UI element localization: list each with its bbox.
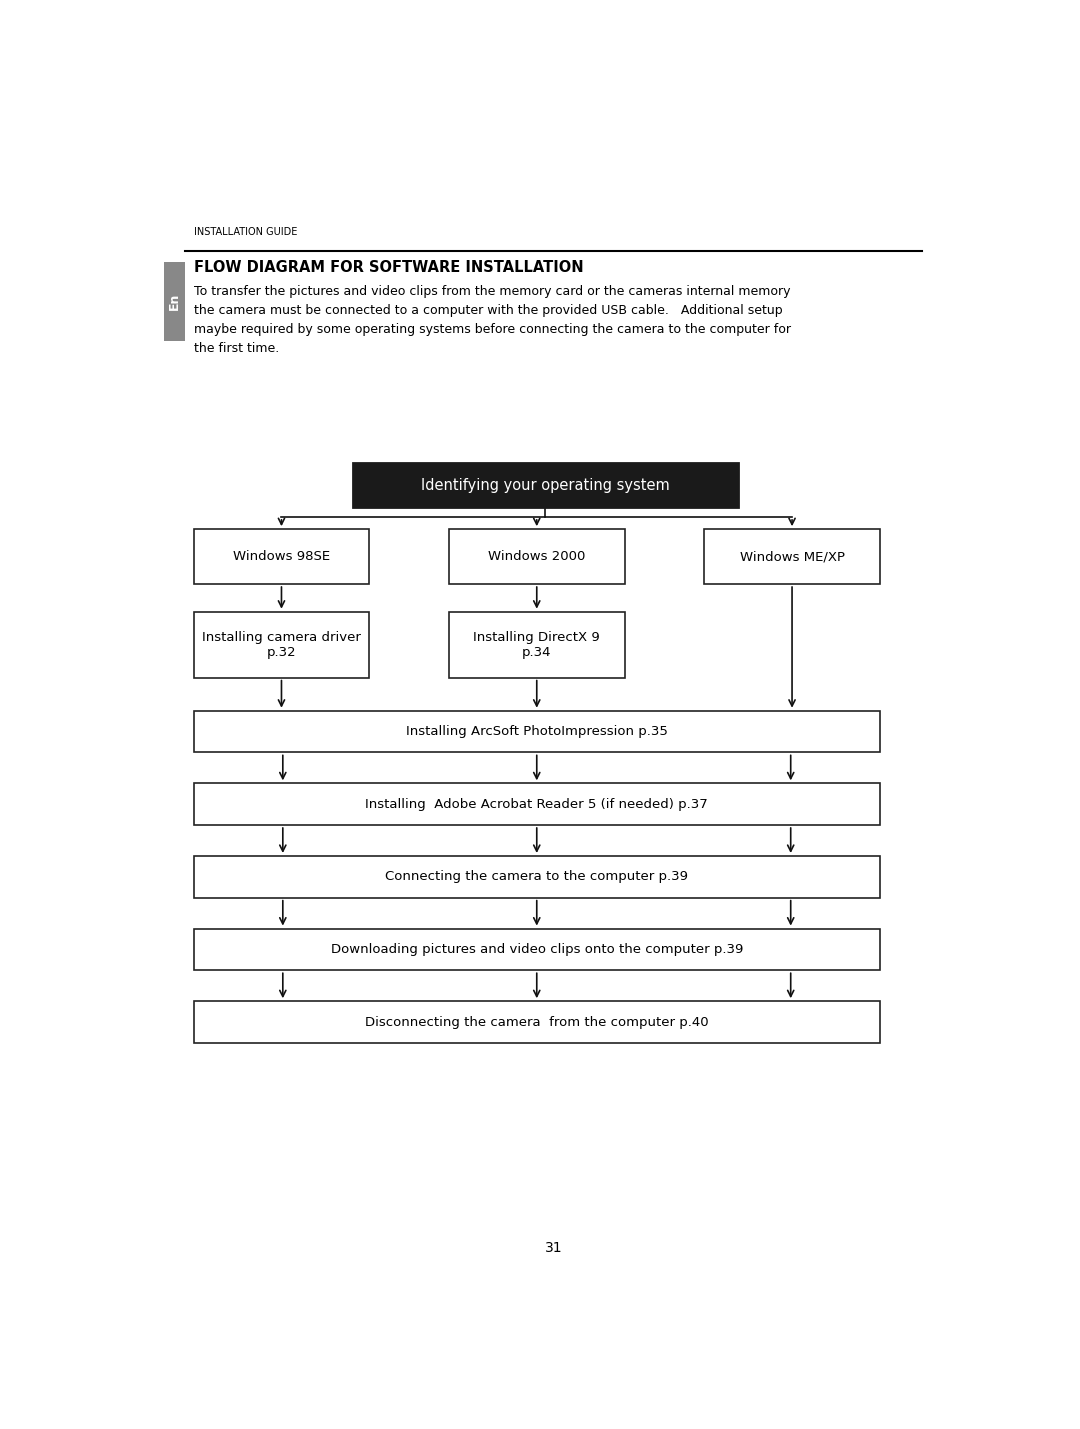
FancyBboxPatch shape (193, 710, 880, 753)
FancyBboxPatch shape (193, 856, 880, 897)
Text: Windows 2000: Windows 2000 (488, 550, 585, 563)
Text: Connecting the camera to the computer p.39: Connecting the camera to the computer p.… (386, 870, 688, 883)
FancyBboxPatch shape (193, 783, 880, 825)
Text: Windows 98SE: Windows 98SE (233, 550, 330, 563)
Text: Downloading pictures and video clips onto the computer p.39: Downloading pictures and video clips ont… (330, 943, 743, 956)
Text: En: En (168, 293, 181, 310)
Text: Identifying your operating system: Identifying your operating system (421, 477, 670, 493)
FancyBboxPatch shape (193, 929, 880, 970)
FancyBboxPatch shape (193, 529, 369, 584)
Text: Installing DirectX 9
p.34: Installing DirectX 9 p.34 (473, 630, 600, 659)
Text: Installing  Adobe Acrobat Reader 5 (if needed) p.37: Installing Adobe Acrobat Reader 5 (if ne… (365, 797, 708, 810)
FancyBboxPatch shape (164, 262, 186, 342)
FancyBboxPatch shape (449, 612, 624, 677)
Text: Installing ArcSoft PhotoImpression p.35: Installing ArcSoft PhotoImpression p.35 (406, 725, 667, 737)
Text: FLOW DIAGRAM FOR SOFTWARE INSTALLATION: FLOW DIAGRAM FOR SOFTWARE INSTALLATION (193, 260, 583, 274)
Text: 31: 31 (544, 1240, 563, 1255)
FancyBboxPatch shape (449, 529, 624, 584)
Text: INSTALLATION GUIDE: INSTALLATION GUIDE (193, 227, 297, 237)
FancyBboxPatch shape (704, 529, 880, 584)
Text: Disconnecting the camera  from the computer p.40: Disconnecting the camera from the comput… (365, 1016, 708, 1029)
FancyBboxPatch shape (193, 612, 369, 677)
FancyBboxPatch shape (193, 1002, 880, 1043)
Text: Windows ME/XP: Windows ME/XP (740, 550, 845, 563)
FancyBboxPatch shape (352, 463, 738, 507)
Text: To transfer the pictures and video clips from the memory card or the cameras int: To transfer the pictures and video clips… (193, 284, 791, 354)
Text: Installing camera driver
p.32: Installing camera driver p.32 (202, 630, 361, 659)
